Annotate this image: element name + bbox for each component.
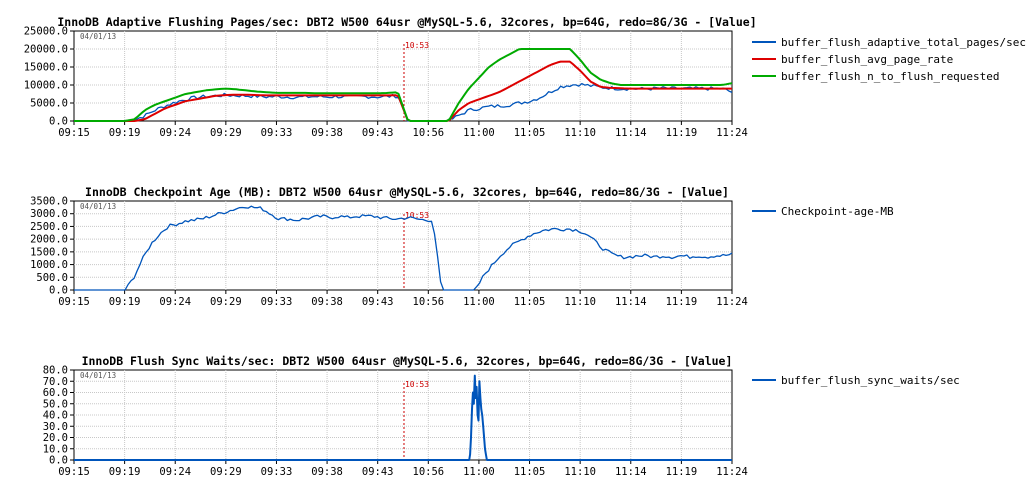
x-tick-label: 09:38 xyxy=(311,296,343,308)
x-tick-label: 11:14 xyxy=(615,466,647,478)
y-tick-label: 20000.0 xyxy=(24,44,68,56)
x-tick-label: 10:56 xyxy=(413,296,445,308)
chart-flushing: InnoDB Adaptive Flushing Pages/sec: DBT2… xyxy=(24,15,1026,139)
x-tick-label: 09:38 xyxy=(311,127,343,139)
y-tick-label: 60.0 xyxy=(43,387,68,399)
x-tick-label: 09:33 xyxy=(261,127,293,139)
y-tick-label: 70.0 xyxy=(43,376,68,388)
chart-sync-waits: InnoDB Flush Sync Waits/sec: DBT2 W500 6… xyxy=(43,354,960,478)
x-tick-label: 11:24 xyxy=(716,296,748,308)
x-tick-label: 11:05 xyxy=(514,296,546,308)
y-tick-label: 20.0 xyxy=(43,432,68,444)
y-tick-label: 1500.0 xyxy=(30,246,68,258)
y-tick-label: 5000.0 xyxy=(30,98,68,110)
x-tick-label: 09:43 xyxy=(362,466,394,478)
x-tick-label: 09:15 xyxy=(58,296,90,308)
x-tick-label: 10:56 xyxy=(413,127,445,139)
y-tick-label: 25000.0 xyxy=(24,26,68,38)
y-tick-label: 30.0 xyxy=(43,421,68,433)
x-tick-label: 09:19 xyxy=(109,466,141,478)
chart-title: InnoDB Checkpoint Age (MB): DBT2 W500 64… xyxy=(85,185,729,199)
y-tick-label: 1000.0 xyxy=(30,259,68,271)
legend-label: buffer_flush_n_to_flush_requested xyxy=(781,70,1000,83)
y-tick-label: 3500.0 xyxy=(30,196,68,208)
x-tick-label: 09:38 xyxy=(311,466,343,478)
x-tick-label: 11:10 xyxy=(564,127,596,139)
x-tick-label: 11:19 xyxy=(666,296,698,308)
x-tick-label: 09:24 xyxy=(159,296,191,308)
y-tick-label: 2000.0 xyxy=(30,234,68,246)
x-tick-label: 11:05 xyxy=(514,466,546,478)
x-tick-label: 09:24 xyxy=(159,127,191,139)
x-tick-label: 09:43 xyxy=(362,296,394,308)
x-tick-label: 09:19 xyxy=(109,127,141,139)
x-tick-label: 11:24 xyxy=(716,466,748,478)
x-tick-label: 09:29 xyxy=(210,127,242,139)
date-stamp: 04/01/13 xyxy=(80,32,116,41)
y-tick-label: 500.0 xyxy=(36,272,68,284)
series-line-3 xyxy=(74,48,733,122)
x-tick-label: 11:24 xyxy=(716,127,748,139)
x-tick-label: 09:24 xyxy=(159,466,191,478)
plot-area xyxy=(73,200,733,291)
x-tick-label: 11:19 xyxy=(666,127,698,139)
x-tick-label: 09:15 xyxy=(58,127,90,139)
x-tick-label: 11:10 xyxy=(564,296,596,308)
x-tick-label: 11:00 xyxy=(463,466,495,478)
x-tick-label: 11:14 xyxy=(615,296,647,308)
restart-marker-label: 10:53 xyxy=(405,211,429,220)
series-line-1 xyxy=(73,374,733,461)
y-tick-label: 50.0 xyxy=(43,398,68,410)
x-tick-label: 09:19 xyxy=(109,296,141,308)
legend-label: buffer_flush_adaptive_total_pages/sec xyxy=(781,36,1026,49)
x-tick-label: 09:33 xyxy=(261,296,293,308)
y-tick-label: 40.0 xyxy=(43,410,68,422)
y-tick-label: 15000.0 xyxy=(24,62,68,74)
x-tick-label: 09:29 xyxy=(210,466,242,478)
date-stamp: 04/01/13 xyxy=(80,371,116,380)
restart-marker-label: 10:53 xyxy=(405,41,429,50)
y-tick-label: 0.0 xyxy=(49,455,68,467)
x-tick-label: 09:43 xyxy=(362,127,394,139)
y-tick-label: 80.0 xyxy=(43,365,68,377)
x-tick-label: 11:00 xyxy=(463,296,495,308)
y-tick-label: 10.0 xyxy=(43,443,68,455)
chart-title: InnoDB Adaptive Flushing Pages/sec: DBT2… xyxy=(57,15,756,29)
x-tick-label: 09:15 xyxy=(58,466,90,478)
y-tick-label: 2500.0 xyxy=(30,221,68,233)
legend-label: Checkpoint-age-MB xyxy=(781,205,894,218)
x-tick-label: 11:14 xyxy=(615,127,647,139)
x-tick-label: 11:19 xyxy=(666,466,698,478)
x-tick-label: 11:00 xyxy=(463,127,495,139)
x-tick-label: 10:56 xyxy=(413,466,445,478)
y-tick-label: 10000.0 xyxy=(24,80,68,92)
series-line-1 xyxy=(74,205,733,291)
x-tick-label: 09:29 xyxy=(210,296,242,308)
x-tick-label: 11:10 xyxy=(564,466,596,478)
x-tick-label: 09:33 xyxy=(261,466,293,478)
y-tick-label: 0.0 xyxy=(49,116,68,128)
chart-checkpoint: InnoDB Checkpoint Age (MB): DBT2 W500 64… xyxy=(30,185,894,308)
y-tick-label: 0.0 xyxy=(49,285,68,297)
restart-marker-label: 10:53 xyxy=(405,380,429,389)
x-tick-label: 11:05 xyxy=(514,127,546,139)
chart-title: InnoDB Flush Sync Waits/sec: DBT2 W500 6… xyxy=(82,354,733,368)
y-tick-label: 3000.0 xyxy=(30,208,68,220)
date-stamp: 04/01/13 xyxy=(80,202,116,211)
legend-label: buffer_flush_avg_page_rate xyxy=(781,53,953,66)
legend-label: buffer_flush_sync_waits/sec xyxy=(781,374,960,387)
